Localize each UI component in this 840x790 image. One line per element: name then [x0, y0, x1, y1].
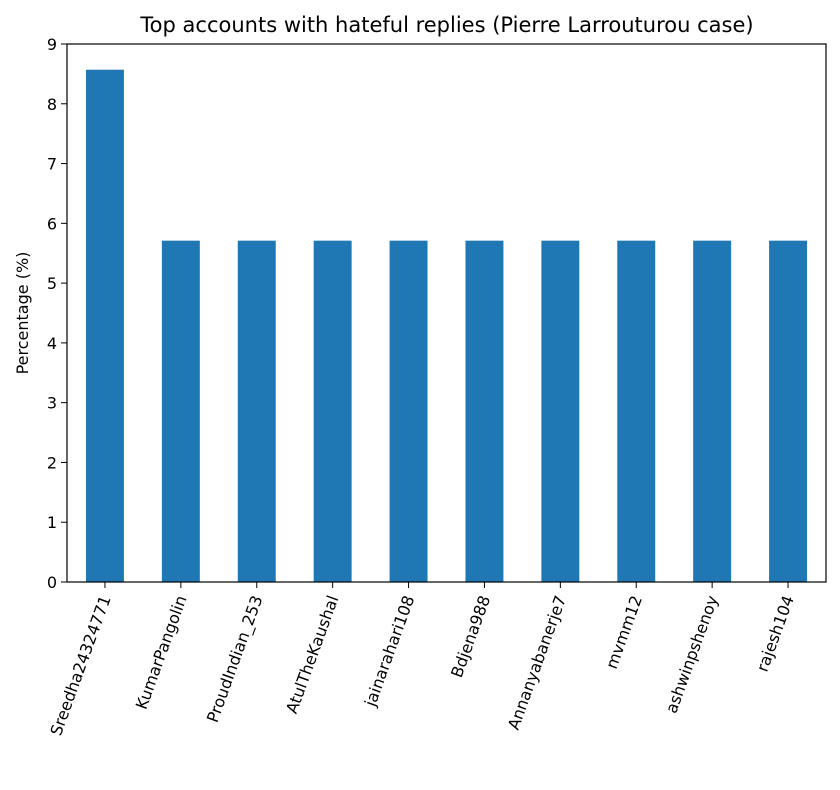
x-tick-label: rajesh104	[753, 593, 798, 674]
y-tick-label: 1	[47, 513, 57, 532]
plot-border	[66, 43, 827, 583]
y-axis-ticks: 0 1 2 3 4 5 6 7 8 9	[47, 35, 67, 592]
bars-group	[85, 69, 808, 582]
bar-ProudIndian_253	[237, 240, 276, 582]
chart-title: Top accounts with hateful replies (Pierr…	[139, 13, 753, 37]
y-tick-label: 5	[47, 274, 57, 293]
x-tick-label: Annanyabanerje7	[504, 593, 570, 732]
x-tick-label: ProudIndian_253	[203, 593, 267, 725]
axes-frame	[66, 43, 827, 583]
x-tick-label: KumarPangolin	[132, 593, 191, 712]
bar-Sreedha24324771	[85, 69, 124, 582]
x-axis-ticks: Sreedha24324771 KumarPangolin ProudIndian_…	[46, 582, 798, 738]
bar-mvmm12	[617, 240, 656, 582]
x-tick-label: ashwinpshenoy	[662, 593, 722, 716]
y-tick-label: 7	[47, 155, 57, 174]
y-tick-label: 0	[47, 573, 57, 592]
y-tick-label: 8	[47, 95, 57, 114]
x-tick-label: jainarahari108	[360, 593, 418, 710]
bar-rajesh104	[769, 240, 808, 582]
x-tick-label: AtulTheKaushal	[282, 593, 342, 716]
y-tick-label: 6	[47, 214, 57, 233]
bar-KumarPangolin	[161, 240, 200, 582]
bar-ashwinpshenoy	[693, 240, 732, 582]
bar-Annanyabanerje7	[541, 240, 580, 582]
y-tick-label: 4	[47, 334, 57, 353]
bar-AtulTheKaushal	[313, 240, 352, 582]
y-tick-label: 3	[47, 394, 57, 413]
y-axis-label: Percentage (%)	[13, 252, 32, 375]
y-tick-label: 2	[47, 453, 57, 472]
y-tick-label: 9	[47, 35, 57, 54]
x-tick-label: Sreedha24324771	[46, 593, 114, 738]
bar-Bdjena988	[465, 240, 504, 582]
bar-jainarahari108	[389, 240, 428, 582]
x-tick-label: mvmm12	[602, 593, 646, 671]
x-tick-label: Bdjena988	[447, 593, 494, 680]
